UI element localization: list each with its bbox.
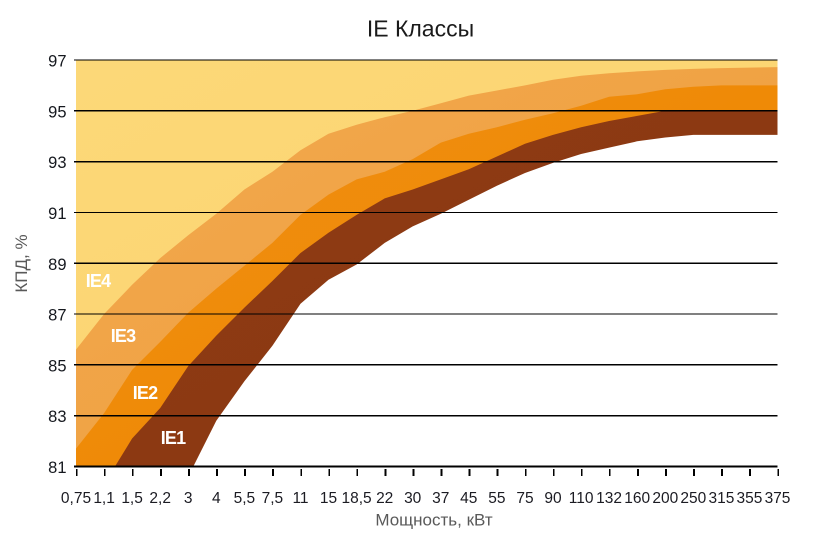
svg-text:75: 75 (516, 490, 533, 507)
svg-text:7,5: 7,5 (262, 490, 284, 507)
svg-text:3: 3 (184, 490, 193, 507)
svg-text:1,5: 1,5 (121, 490, 143, 507)
svg-text:4: 4 (212, 490, 221, 507)
svg-text:95: 95 (48, 103, 66, 121)
svg-text:15: 15 (320, 490, 337, 507)
svg-text:IE2: IE2 (133, 383, 158, 403)
svg-text:90: 90 (544, 490, 562, 507)
svg-text:81: 81 (48, 459, 66, 477)
svg-text:375: 375 (765, 490, 791, 507)
svg-text:IE3: IE3 (111, 326, 136, 346)
svg-text:11: 11 (292, 490, 308, 507)
svg-text:37: 37 (432, 490, 449, 507)
svg-text:КПД, %: КПД, % (12, 234, 31, 292)
svg-text:IE1: IE1 (161, 428, 186, 448)
svg-text:IE4: IE4 (86, 271, 111, 291)
svg-text:85: 85 (48, 357, 66, 375)
svg-text:83: 83 (48, 408, 66, 426)
svg-text:55: 55 (488, 490, 505, 507)
svg-text:89: 89 (48, 256, 66, 274)
svg-text:22: 22 (376, 490, 393, 507)
svg-text:355: 355 (736, 490, 762, 507)
svg-text:Мощность, кВт: Мощность, кВт (375, 511, 492, 530)
svg-text:30: 30 (404, 490, 422, 507)
svg-text:110: 110 (569, 490, 594, 507)
svg-text:45: 45 (460, 490, 477, 507)
svg-text:315: 315 (708, 490, 734, 507)
svg-text:160: 160 (624, 490, 650, 507)
svg-text:87: 87 (48, 307, 66, 325)
svg-text:132: 132 (596, 490, 622, 507)
svg-text:91: 91 (48, 205, 66, 223)
svg-text:200: 200 (652, 490, 678, 507)
svg-text:0,75: 0,75 (61, 490, 91, 507)
svg-text:18,5: 18,5 (342, 490, 372, 507)
svg-text:5,5: 5,5 (234, 490, 256, 507)
svg-text:2,2: 2,2 (149, 490, 171, 507)
svg-text:IE Классы: IE Классы (367, 16, 474, 42)
svg-text:1,1: 1,1 (93, 490, 115, 507)
svg-text:97: 97 (48, 53, 66, 71)
svg-text:250: 250 (680, 490, 706, 507)
svg-text:93: 93 (48, 154, 66, 172)
